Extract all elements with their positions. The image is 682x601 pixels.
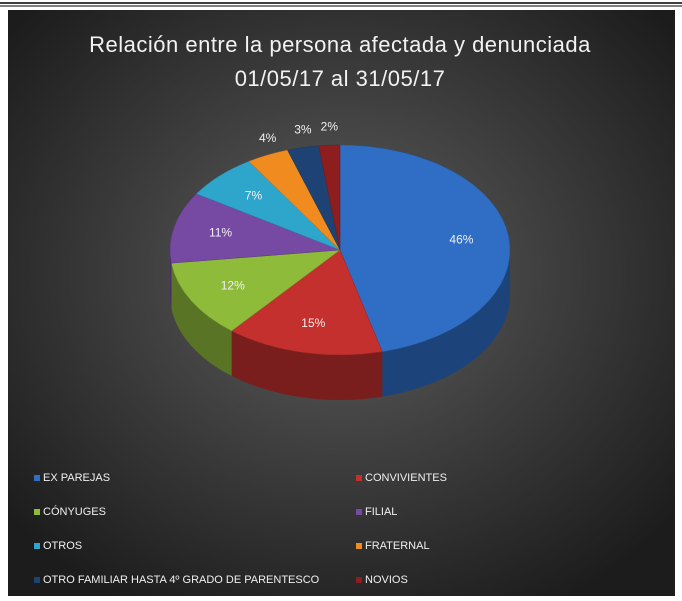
legend-swatch: [356, 475, 362, 481]
slice: [231, 249, 383, 401]
legend-label: OTROS: [43, 540, 82, 552]
slice: [169, 193, 341, 309]
legend-label: EX PAREJAS: [43, 472, 110, 484]
slice-top: [171, 249, 341, 332]
legend-label: NOVIOS: [365, 574, 408, 586]
slice-side: [382, 250, 510, 397]
legend-swatch: [34, 475, 40, 481]
legend-swatch: [34, 543, 40, 549]
data-label: 15%: [301, 316, 325, 330]
slice: [339, 144, 511, 397]
slice-top: [339, 144, 511, 352]
chart-subtitle: 01/05/17 al 31/05/17: [235, 66, 446, 91]
data-label: 4%: [259, 131, 277, 145]
legend-swatch: [356, 577, 362, 583]
slice-top: [169, 193, 341, 264]
slice-side: [170, 250, 172, 309]
legend-label: FRATERNAL: [365, 540, 430, 552]
legend-label: FILIAL: [365, 506, 397, 518]
data-label: 7%: [245, 189, 263, 203]
data-label: 3%: [294, 122, 312, 136]
slice-side: [231, 330, 383, 401]
data-label: 12%: [221, 279, 245, 293]
slice: [318, 144, 341, 251]
legend-label: CÓNYUGES: [43, 505, 106, 518]
legend-label: CONVIVIENTES: [365, 472, 447, 484]
chart-title: Relación entre la persona afectada y den…: [89, 32, 591, 57]
slice-side: [171, 263, 232, 376]
data-label: 46%: [449, 233, 473, 247]
legend-swatch: [34, 509, 40, 515]
legend-swatch: [34, 577, 40, 583]
slice-top: [318, 144, 341, 251]
data-label: 2%: [321, 120, 339, 134]
legend-swatch: [356, 509, 362, 515]
legend-label: OTRO FAMILIAR HASTA 4º GRADO DE PARENTES…: [43, 574, 320, 586]
slice-top: [231, 249, 383, 356]
data-label: 11%: [209, 226, 232, 240]
legend-swatch: [356, 543, 362, 549]
slice: [171, 249, 341, 376]
